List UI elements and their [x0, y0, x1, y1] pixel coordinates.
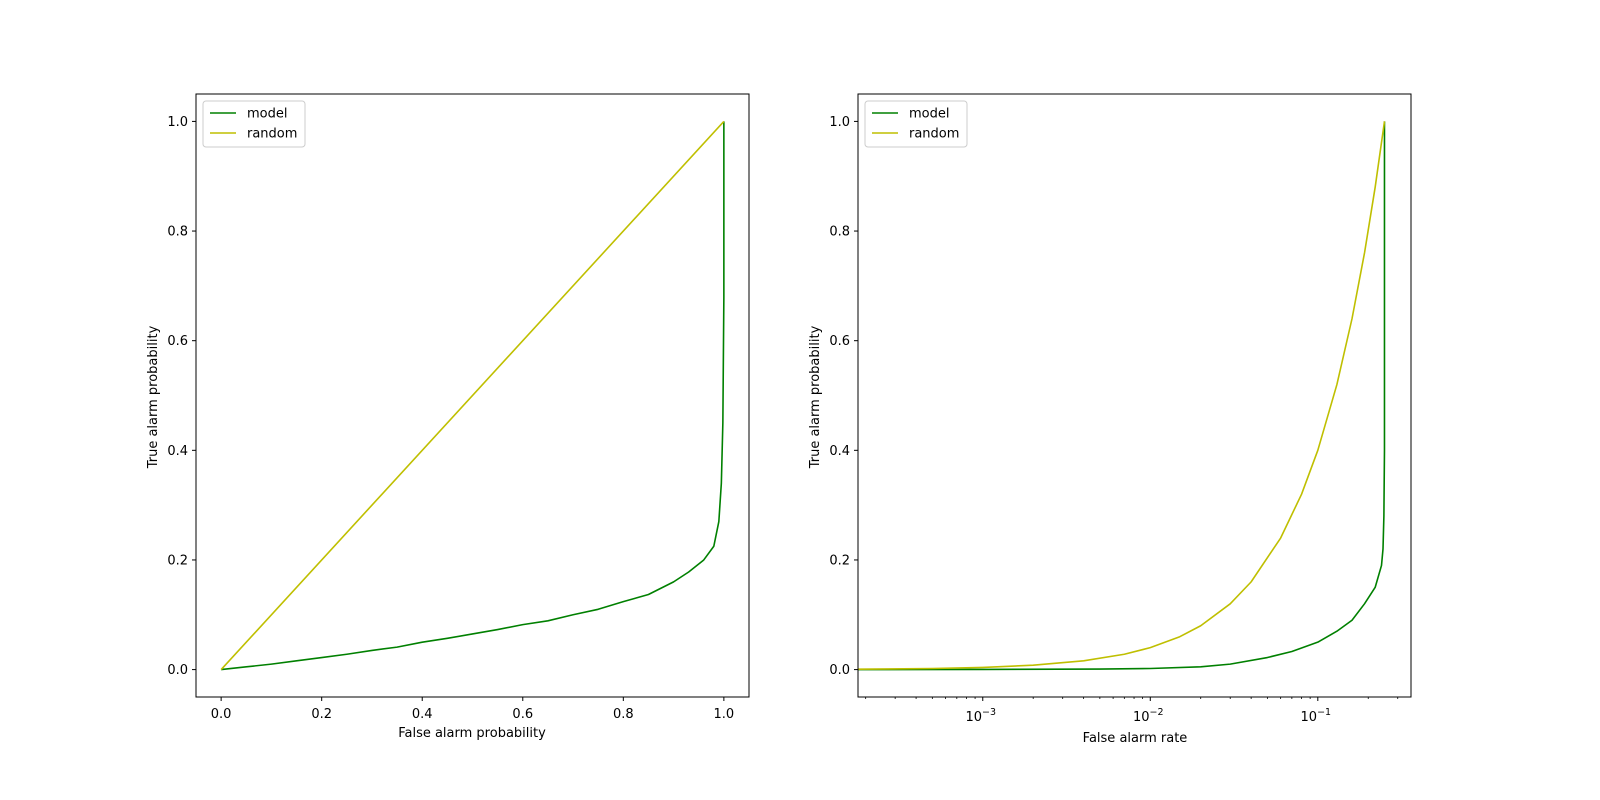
x-axis-label-linear: False alarm probability [398, 726, 546, 741]
plot-area-log: 0.0 0.2 0.4 0.6 0.8 1.0 10−3 10−2 10−1 model rando… [829, 93, 1412, 725]
x-tick-label: 10−1 [1301, 707, 1332, 725]
x-tick-label: 10−3 [965, 707, 996, 725]
legend-label-model: model [247, 107, 287, 122]
legend: model random [864, 100, 968, 148]
x-axis-label-log: False alarm rate [1083, 731, 1188, 746]
series-line-model [221, 121, 725, 671]
y-tick-label: 0.6 [167, 334, 188, 349]
x-tick-label: 0.2 [311, 707, 332, 722]
y-tick-label: 0.0 [829, 663, 850, 678]
x-tick-label: 0.0 [211, 707, 232, 722]
x-tick-label: 0.6 [512, 707, 533, 722]
y-tick-label: 1.0 [167, 115, 188, 130]
legend-label-random: random [909, 127, 959, 142]
x-tick-label: 1.0 [714, 707, 735, 722]
legend: model random [202, 100, 306, 148]
plot-area-linear: 0.0 0.2 0.4 0.6 0.8 1.0 0.0 0.2 0.4 0.6 0.8 1.0 mode… [167, 93, 750, 722]
legend-label-model: model [909, 107, 949, 122]
y-axis-label-linear: True alarm probability [146, 325, 161, 469]
y-tick-label: 0.4 [829, 444, 850, 459]
x-tick-label: 10−2 [1133, 707, 1164, 725]
y-tick-label: 0.8 [829, 225, 850, 240]
series-line-model [858, 121, 1386, 671]
y-tick-label: 0.2 [167, 553, 188, 568]
roc-linear-chart: 0.0 0.2 0.4 0.6 0.8 1.0 0.0 0.2 0.4 0.6 0.8 1.0 mode… [146, 93, 750, 741]
series-lines [220, 120, 725, 671]
y-tick-label: 0.0 [167, 663, 188, 678]
y-tick-label: 0.6 [829, 334, 850, 349]
series-line-random [858, 121, 1386, 671]
axes-frame [857, 93, 1412, 698]
series-line-random [220, 120, 725, 671]
axes-frame [195, 93, 750, 698]
y-tick-label: 1.0 [829, 115, 850, 130]
roc-log-chart: 0.0 0.2 0.4 0.6 0.8 1.0 10−3 10−2 10−1 model rando… [808, 93, 1412, 746]
y-tick-label: 0.4 [167, 444, 188, 459]
series-lines [858, 121, 1386, 671]
x-tick-label: 0.8 [613, 707, 634, 722]
y-tick-label: 0.2 [829, 553, 850, 568]
y-tick-label: 0.8 [167, 225, 188, 240]
x-tick-label: 0.4 [412, 707, 433, 722]
legend-label-random: random [247, 127, 297, 142]
y-axis-label-log: True alarm probability [808, 325, 823, 469]
